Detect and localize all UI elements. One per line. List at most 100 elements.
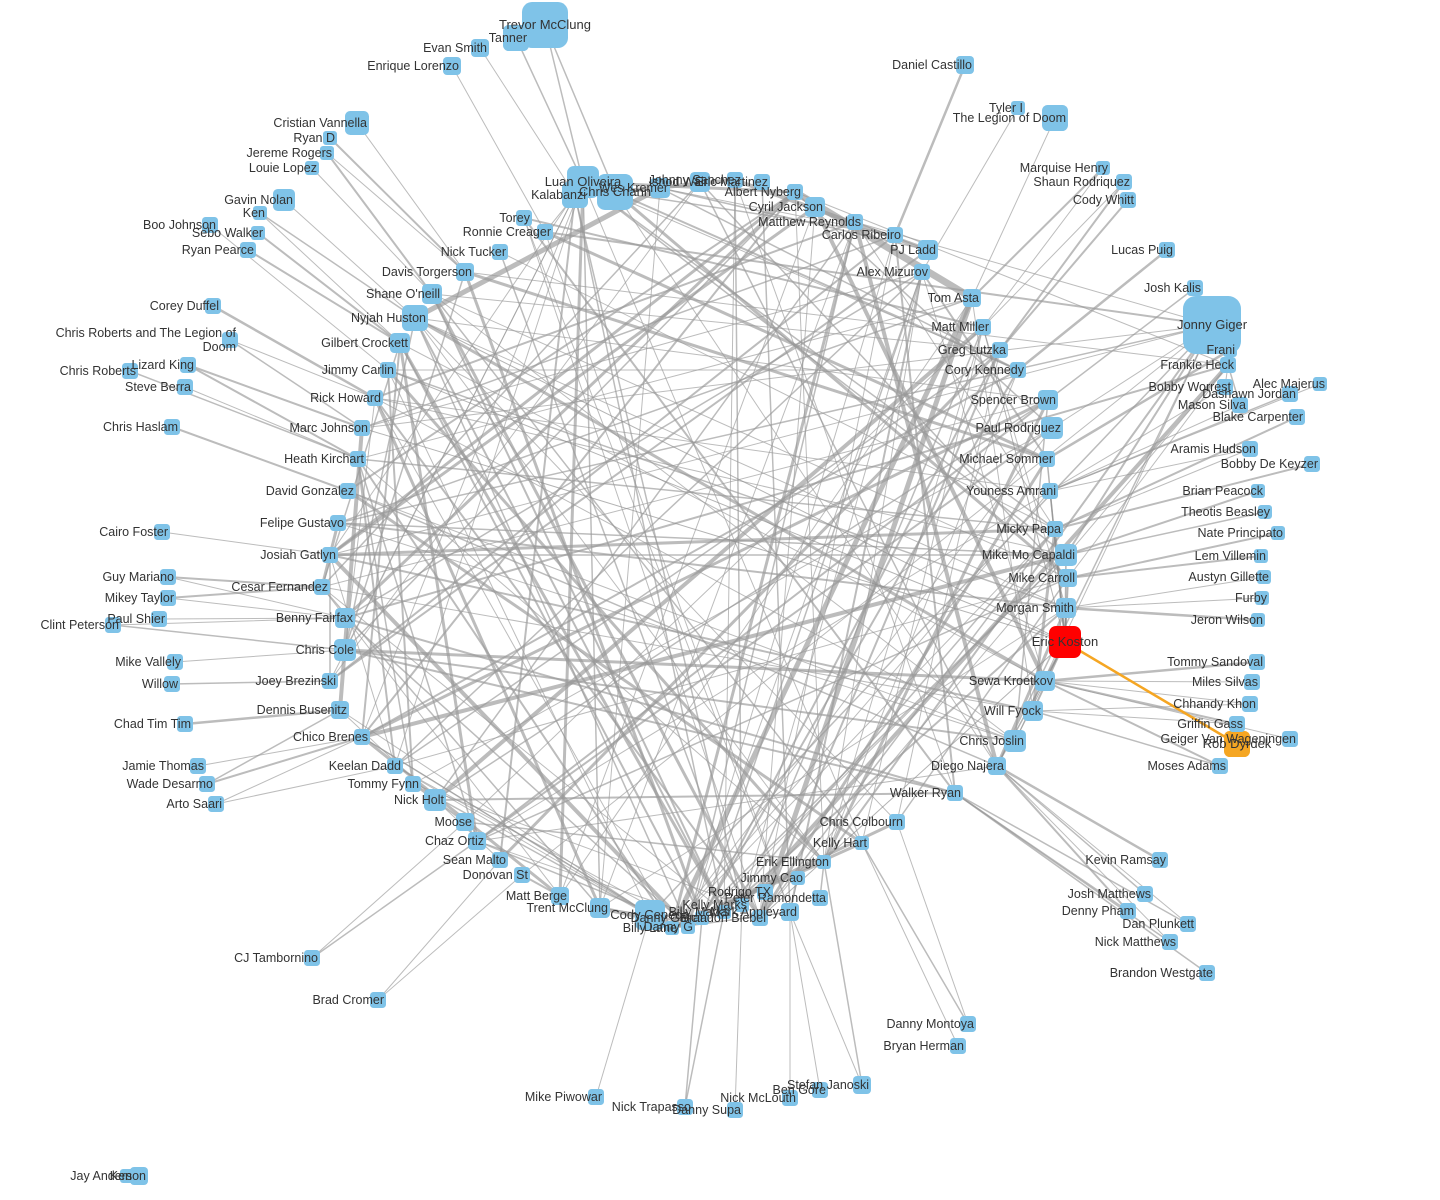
svg-text:Sebo Walker: Sebo Walker <box>192 226 263 240</box>
svg-text:Cory Kennedy: Cory Kennedy <box>945 363 1025 377</box>
svg-text:Matt Miller: Matt Miller <box>931 320 989 334</box>
svg-text:Eric Koston: Eric Koston <box>1032 634 1098 649</box>
svg-text:Wade Desarmo: Wade Desarmo <box>127 777 213 791</box>
svg-text:Bobby Worrest: Bobby Worrest <box>1149 380 1232 394</box>
svg-text:Ryan D: Ryan D <box>293 131 335 145</box>
svg-text:Evan Smith: Evan Smith <box>423 41 487 55</box>
svg-text:Corey Duffel: Corey Duffel <box>150 299 219 313</box>
svg-text:The Legion of Doom: The Legion of Doom <box>953 111 1066 125</box>
svg-text:Dan Plunkett: Dan Plunkett <box>1122 917 1194 931</box>
svg-text:Clint Peterson: Clint Peterson <box>40 618 119 632</box>
svg-text:Josh Kalis: Josh Kalis <box>1144 281 1201 295</box>
svg-text:Gilbert Crockett: Gilbert Crockett <box>321 336 408 350</box>
svg-text:Chris Joslin: Chris Joslin <box>959 734 1024 748</box>
svg-text:Marc Johnson: Marc Johnson <box>289 421 368 435</box>
svg-text:Denny Pham: Denny Pham <box>1062 904 1134 918</box>
svg-text:Cairo Foster: Cairo Foster <box>99 525 168 539</box>
svg-text:Luan Oliveira: Luan Oliveira <box>545 174 622 189</box>
svg-text:Jimmy Carlin: Jimmy Carlin <box>322 363 394 377</box>
svg-text:Chris Cole: Chris Cole <box>296 643 354 657</box>
svg-text:Greg Lutzka: Greg Lutzka <box>938 343 1006 357</box>
svg-text:Chico Brenes: Chico Brenes <box>293 730 368 744</box>
svg-text:Doom: Doom <box>203 340 236 354</box>
svg-text:Cesar Fernandez: Cesar Fernandez <box>231 580 328 594</box>
svg-text:Chris Haslam: Chris Haslam <box>103 420 178 434</box>
svg-text:Tanner: Tanner <box>489 31 527 45</box>
svg-text:Kelly Hart: Kelly Hart <box>813 836 868 850</box>
svg-text:Moose: Moose <box>434 815 472 829</box>
svg-text:Bobby De Keyzer: Bobby De Keyzer <box>1221 457 1318 471</box>
svg-text:Heath Kirchart: Heath Kirchart <box>284 452 364 466</box>
svg-text:Youness Amrani: Youness Amrani <box>966 484 1056 498</box>
svg-text:Miles Silvas: Miles Silvas <box>1192 675 1258 689</box>
svg-text:Trevor McClung: Trevor McClung <box>499 17 591 32</box>
svg-text:Cody Whitt: Cody Whitt <box>1073 193 1135 207</box>
svg-text:Danny Montoya: Danny Montoya <box>886 1017 974 1031</box>
svg-text:Chris Roberts: Chris Roberts <box>60 364 136 378</box>
svg-text:Aramis Hudson: Aramis Hudson <box>1171 442 1256 456</box>
svg-text:Nick Tucker: Nick Tucker <box>441 245 506 259</box>
svg-text:Davis Torgerson: Davis Torgerson <box>382 265 472 279</box>
svg-text:Donovan St: Donovan St <box>463 868 529 882</box>
svg-text:Tommy Fynn: Tommy Fynn <box>347 777 419 791</box>
svg-text:Guy Mariano: Guy Mariano <box>102 570 174 584</box>
svg-text:Walker Ryan: Walker Ryan <box>890 786 961 800</box>
svg-text:Gavin Nolan: Gavin Nolan <box>224 193 293 207</box>
svg-text:Nyjah Huston: Nyjah Huston <box>351 311 426 325</box>
svg-text:Rick Howard: Rick Howard <box>310 391 381 405</box>
svg-text:Sean Malto: Sean Malto <box>443 853 506 867</box>
svg-text:Frani: Frani <box>1207 343 1235 357</box>
svg-text:Ryan Pearce: Ryan Pearce <box>182 243 254 257</box>
svg-text:Geiger Van Wageningen: Geiger Van Wageningen <box>1160 732 1296 746</box>
svg-text:Shaun Rodriquez: Shaun Rodriquez <box>1033 175 1130 189</box>
svg-text:Griffin Gass: Griffin Gass <box>1177 717 1243 731</box>
svg-text:Theotis Beasley: Theotis Beasley <box>1181 505 1271 519</box>
svg-text:Mike Piwowar: Mike Piwowar <box>525 1090 602 1104</box>
svg-text:Enrique Lorenzo: Enrique Lorenzo <box>367 59 459 73</box>
svg-text:Spencer Brown: Spencer Brown <box>971 393 1057 407</box>
svg-text:PJ Ladd: PJ Ladd <box>890 243 936 257</box>
svg-text:Moses Adams: Moses Adams <box>1147 759 1226 773</box>
svg-text:Trent McClung: Trent McClung <box>526 901 608 915</box>
svg-text:Chris Colbourn: Chris Colbourn <box>820 815 903 829</box>
svg-text:Mike Mo Capaldi: Mike Mo Capaldi <box>982 548 1075 562</box>
svg-text:Dennis Busenitz: Dennis Busenitz <box>257 703 347 717</box>
svg-text:Jeron Wilson: Jeron Wilson <box>1191 613 1263 627</box>
svg-text:Daniel Castillo: Daniel Castillo <box>892 58 972 72</box>
svg-text:Sewa Kroetkov: Sewa Kroetkov <box>969 674 1054 688</box>
svg-text:Morgan Smith: Morgan Smith <box>996 601 1074 615</box>
svg-text:Danny Supa: Danny Supa <box>672 1103 741 1117</box>
svg-text:Benny Fairfax: Benny Fairfax <box>276 611 354 625</box>
svg-text:Arto Saari: Arto Saari <box>166 797 222 811</box>
svg-text:Blake Carpenter: Blake Carpenter <box>1213 410 1303 424</box>
svg-text:Diego Najera: Diego Najera <box>931 759 1004 773</box>
svg-text:Furby: Furby <box>1235 591 1268 605</box>
svg-text:Stefan Janoski: Stefan Janoski <box>787 1078 869 1092</box>
svg-text:Brian Peacock: Brian Peacock <box>1182 484 1263 498</box>
svg-text:Alex Mizurov: Alex Mizurov <box>856 265 928 279</box>
svg-text:CJ Tambornino: CJ Tambornino <box>234 951 318 965</box>
svg-text:Jamie Thomas: Jamie Thomas <box>122 759 204 773</box>
svg-text:Chaz Ortiz: Chaz Ortiz <box>425 834 484 848</box>
svg-text:Lizard King: Lizard King <box>131 358 194 372</box>
svg-text:Josh Matthews: Josh Matthews <box>1068 887 1151 901</box>
svg-text:Cyril Jackson: Cyril Jackson <box>749 200 823 214</box>
svg-text:Keelan Dadd: Keelan Dadd <box>329 759 401 773</box>
svg-text:Mike Vallely: Mike Vallely <box>115 655 182 669</box>
svg-text:Torey: Torey <box>499 211 530 225</box>
svg-text:Jay Anderson: Jay Anderson <box>70 1169 146 1183</box>
svg-text:Chad Tim Tim: Chad Tim Tim <box>114 717 191 731</box>
svg-text:Marquise Henry: Marquise Henry <box>1020 161 1109 175</box>
svg-text:Mikey Taylor: Mikey Taylor <box>105 591 174 605</box>
svg-text:Tommy Sandoval: Tommy Sandoval <box>1167 655 1263 669</box>
svg-text:Matthew Reynolds: Matthew Reynolds <box>758 215 861 229</box>
svg-text:Austyn Gillette: Austyn Gillette <box>1188 570 1269 584</box>
svg-text:Louie Lopez: Louie Lopez <box>249 161 317 175</box>
svg-text:Mike Carroll: Mike Carroll <box>1008 571 1075 585</box>
svg-text:Micky Papa: Micky Papa <box>996 522 1061 536</box>
svg-text:Will Fyock: Will Fyock <box>984 704 1042 718</box>
svg-text:Felipe Gustavo: Felipe Gustavo <box>260 516 344 530</box>
svg-text:Ronnie Creager: Ronnie Creager <box>463 225 551 239</box>
svg-text:Jimmy Cao: Jimmy Cao <box>740 871 803 885</box>
svg-text:Nick Matthews: Nick Matthews <box>1095 935 1176 949</box>
